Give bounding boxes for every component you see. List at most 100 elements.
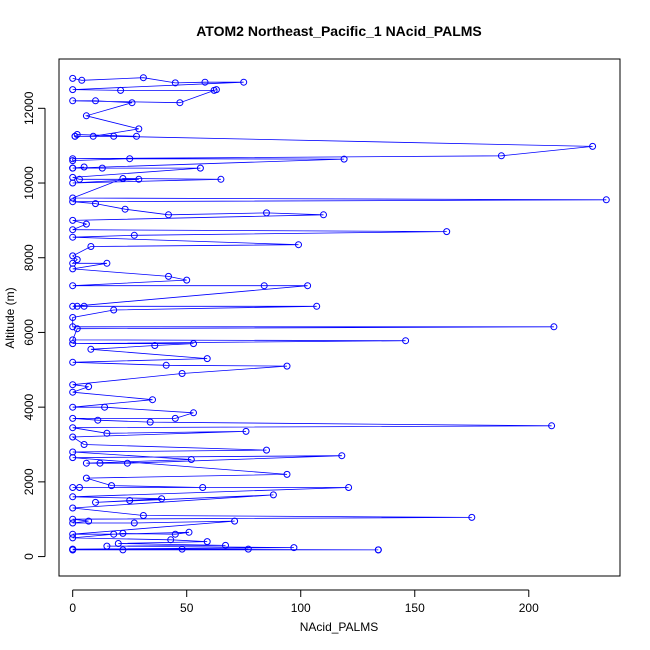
- data-point: [69, 265, 77, 273]
- data-point: [76, 484, 83, 491]
- data-point: [244, 545, 252, 553]
- data-point: [82, 220, 90, 228]
- data-point: [313, 302, 321, 310]
- data-point: [222, 541, 229, 549]
- data-point: [69, 155, 77, 163]
- x-axis: 0 50 100 150 200: [69, 589, 539, 615]
- data-point: [201, 78, 209, 86]
- data-point: [69, 157, 77, 165]
- data-point: [165, 211, 172, 219]
- data-point: [73, 325, 81, 333]
- data-point: [212, 86, 220, 94]
- data-point: [98, 164, 106, 172]
- data-point: [374, 546, 382, 554]
- data-point: [73, 131, 81, 138]
- data-point: [80, 163, 88, 171]
- data-point: [71, 132, 79, 140]
- y-axis-label: Altitude (m): [3, 287, 17, 348]
- data-point: [92, 200, 99, 208]
- data-point: [85, 383, 93, 391]
- data-point: [69, 282, 77, 290]
- data-point: [69, 233, 77, 241]
- data-point: [69, 97, 77, 105]
- data-point: [167, 536, 175, 544]
- data-point: [69, 314, 77, 321]
- data-point: [89, 132, 97, 140]
- data-point: [130, 231, 138, 239]
- data-point: [117, 86, 125, 94]
- data-point: [69, 388, 77, 396]
- x-tick-label: 50: [180, 601, 194, 615]
- data-point: [69, 302, 77, 310]
- data-point: [263, 209, 270, 217]
- data-point: [345, 484, 353, 491]
- data-point: [135, 175, 143, 183]
- data-point: [110, 132, 118, 140]
- data-point: [171, 414, 179, 422]
- data-point: [320, 211, 327, 219]
- data-point: [139, 74, 147, 82]
- data-point: [126, 155, 134, 163]
- y-tick-label: 12000: [22, 91, 36, 125]
- data-point: [119, 529, 127, 537]
- data-point: [231, 517, 239, 525]
- x-tick-label: 150: [405, 601, 425, 615]
- data-point: [69, 226, 77, 234]
- data-point: [69, 179, 77, 187]
- data-point: [550, 323, 558, 331]
- data-point: [69, 493, 77, 501]
- data-point: [121, 205, 129, 213]
- data-point: [108, 482, 115, 490]
- data-point: [171, 530, 179, 538]
- data-point: [146, 418, 154, 426]
- data-point: [69, 194, 77, 202]
- data-point: [119, 175, 127, 182]
- data-point: [178, 370, 186, 377]
- data-point: [69, 252, 77, 260]
- data-point: [69, 86, 77, 94]
- data-point: [402, 337, 410, 345]
- data-point: [69, 530, 77, 538]
- data-point: [123, 459, 131, 467]
- data-point: [126, 497, 134, 504]
- y-axis: 0 2000 4000 6000 8000 10000 12000: [22, 91, 46, 560]
- data-point: [240, 78, 248, 86]
- data-point: [548, 422, 556, 430]
- data-point: [103, 259, 111, 267]
- data-point: [290, 544, 298, 552]
- data-point: [119, 546, 127, 554]
- data-point: [304, 282, 312, 290]
- data-point: [69, 414, 77, 422]
- data-point: [178, 545, 186, 553]
- data-point: [269, 491, 277, 499]
- data-point: [130, 519, 138, 527]
- data-point: [69, 336, 77, 344]
- data-point: [69, 515, 77, 523]
- data-point: [128, 99, 136, 107]
- data-point: [69, 424, 77, 432]
- data-point: [92, 97, 99, 105]
- data-point: [139, 512, 147, 519]
- data-point: [183, 276, 191, 284]
- y-tick-label: 8000: [22, 244, 36, 271]
- data-point: [190, 409, 197, 417]
- series-line: [71, 77, 607, 551]
- data-point: [69, 164, 77, 172]
- data-point: [199, 484, 207, 491]
- data-point: [80, 441, 88, 448]
- data-point: [260, 282, 268, 290]
- data-point: [69, 323, 77, 331]
- plot-frame: [58, 58, 621, 577]
- y-tick-label: 2000: [22, 468, 36, 495]
- data-point: [82, 474, 90, 482]
- data-point: [497, 152, 505, 160]
- data-point: [340, 155, 348, 163]
- data-point: [263, 446, 270, 454]
- data-point: [69, 534, 77, 542]
- data-point: [133, 132, 140, 140]
- data-point: [87, 345, 95, 353]
- data-point: [283, 470, 291, 478]
- x-tick-label: 100: [291, 601, 311, 615]
- data-point: [103, 429, 111, 437]
- y-tick-label: 6000: [22, 319, 36, 346]
